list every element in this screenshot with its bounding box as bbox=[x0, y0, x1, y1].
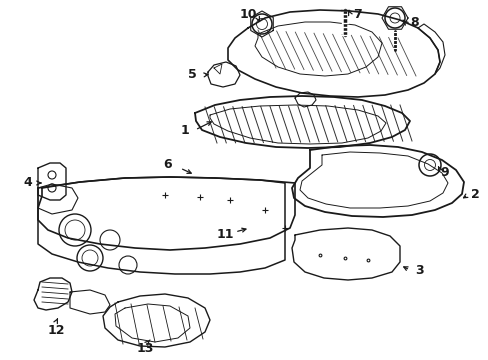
Text: 11: 11 bbox=[216, 229, 233, 242]
Text: 1: 1 bbox=[180, 123, 189, 136]
Text: 2: 2 bbox=[469, 189, 478, 202]
Text: 12: 12 bbox=[47, 324, 64, 337]
Text: 6: 6 bbox=[163, 158, 172, 171]
Text: 9: 9 bbox=[440, 166, 448, 179]
Text: 8: 8 bbox=[410, 15, 418, 28]
Text: 5: 5 bbox=[187, 68, 196, 81]
Text: 13: 13 bbox=[136, 342, 153, 355]
Text: 3: 3 bbox=[415, 264, 424, 276]
Text: 7: 7 bbox=[353, 8, 362, 21]
Text: 10: 10 bbox=[239, 8, 256, 21]
Text: 4: 4 bbox=[23, 176, 32, 189]
